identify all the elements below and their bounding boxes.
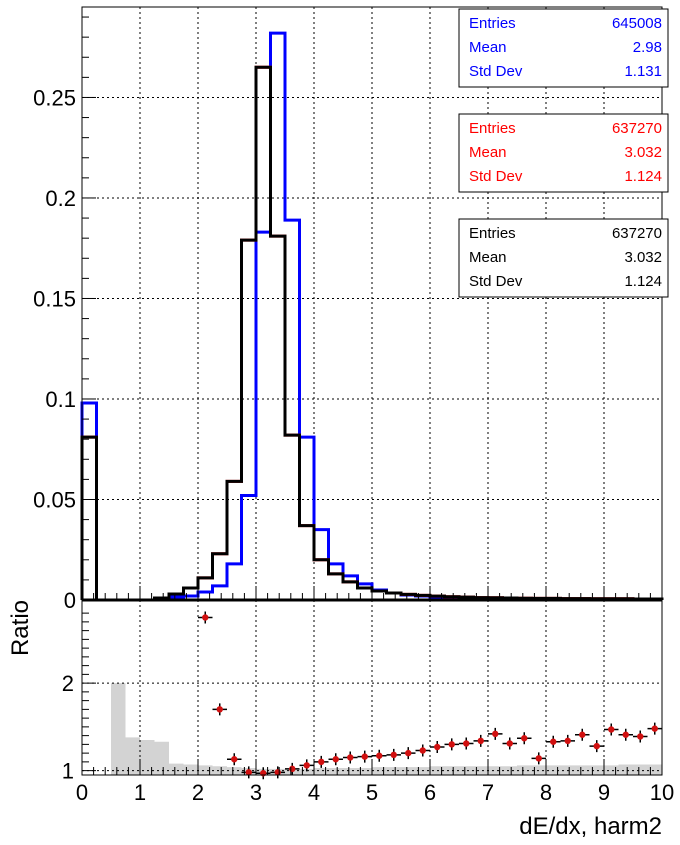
y-tick-label: 0.1 — [45, 387, 76, 412]
stats-label: Mean — [469, 144, 507, 161]
x-tick-label: 7 — [482, 780, 494, 805]
stats-value: 3.032 — [624, 144, 662, 161]
x-tick-label: 2 — [192, 780, 204, 805]
stats-label: Std Dev — [469, 168, 523, 185]
x-tick-label: 5 — [366, 780, 378, 805]
ratio-point — [419, 747, 426, 754]
x-tick-label: 8 — [540, 780, 552, 805]
y-tick-label: 0.2 — [45, 186, 76, 211]
y-tick-label: 1 — [62, 759, 74, 784]
ratio-point — [231, 756, 238, 763]
y-axis-title: Ratio — [7, 600, 34, 656]
ratio-point — [332, 756, 339, 763]
x-tick-label: 0 — [76, 780, 88, 805]
stats-value: 637270 — [612, 120, 662, 137]
y-tick-label: 0.15 — [33, 286, 76, 311]
stats-value: 1.124 — [624, 168, 662, 185]
ratio-point — [637, 733, 644, 740]
x-axis-title: dE/dx, harm2 — [519, 813, 662, 840]
stats-value: 1.131 — [624, 63, 662, 80]
ratio-point — [216, 706, 223, 713]
ratio-point — [434, 743, 441, 751]
ratio-band — [111, 683, 662, 775]
stats-value: 2.98 — [633, 39, 662, 56]
stats-label: Entries — [469, 120, 516, 137]
ratio-point — [347, 754, 354, 761]
ratio-point — [492, 730, 499, 738]
ratio-point — [245, 769, 252, 776]
y-tick-label: 0.05 — [33, 487, 76, 512]
stats-boxes: Entries 645008 Mean 2.98 Std Dev 1.131 Entries… — [458, 8, 669, 298]
ratio-point — [318, 758, 325, 766]
ratio-point — [593, 742, 600, 750]
ratio-point — [622, 731, 629, 738]
stats-value: 637270 — [612, 225, 662, 242]
ratio-point — [202, 614, 209, 621]
y-tick-label: 0.25 — [33, 85, 76, 110]
ratio-point — [564, 737, 571, 745]
ratio-point — [608, 726, 615, 733]
ratio-point — [289, 765, 296, 773]
ratio-point — [376, 752, 383, 759]
ratio-point — [303, 762, 310, 769]
stats-box-1 — [458, 8, 669, 88]
ratio-point — [651, 725, 658, 732]
stats-label: Mean — [469, 249, 507, 266]
stats-label: Std Dev — [469, 63, 523, 80]
x-tick-label: 9 — [598, 780, 610, 805]
ratio-point — [477, 737, 484, 745]
x-tick-label: 10 — [650, 780, 674, 805]
stats-box-3 — [458, 218, 669, 298]
stats-label: Entries — [469, 225, 516, 242]
x-tick-label: 6 — [424, 780, 436, 805]
ratio-point — [390, 751, 397, 759]
stats-value: 1.124 — [624, 273, 662, 290]
histogram-panel: 0 0.05 0.1 0.15 0.2 0.25 — [33, 6, 664, 613]
x-tick-label: 4 — [308, 780, 320, 805]
stats-label: Entries — [469, 15, 516, 32]
stats-value: 645008 — [612, 15, 662, 32]
ratio-point — [405, 749, 412, 757]
ratio-point — [550, 738, 557, 745]
ratio-point — [535, 755, 542, 762]
stats-box-2 — [458, 113, 669, 193]
x-tick-label: 3 — [250, 780, 262, 805]
ratio-point — [361, 753, 368, 760]
ratio-point — [506, 740, 513, 747]
stats-value: 3.032 — [624, 249, 662, 266]
stats-label: Std Dev — [469, 273, 523, 290]
ratio-point — [448, 741, 455, 748]
ratio-point — [579, 731, 586, 738]
ratio-point — [463, 740, 470, 747]
ratio-point — [521, 735, 528, 742]
y-tick-label: 2 — [62, 671, 74, 696]
y-tick-label: 0 — [64, 588, 76, 613]
stats-label: Mean — [469, 39, 507, 56]
histogram-series-3 — [80, 65, 664, 602]
x-tick-label: 1 — [134, 780, 146, 805]
